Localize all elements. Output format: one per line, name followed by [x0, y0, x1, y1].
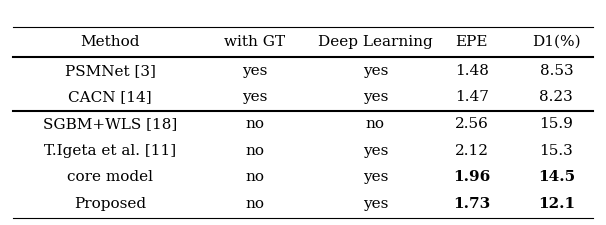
Text: D1(%): D1(%) [532, 34, 581, 48]
Text: 2.56: 2.56 [455, 117, 489, 130]
Text: SGBM+WLS [18]: SGBM+WLS [18] [43, 117, 177, 130]
Text: no: no [245, 170, 264, 184]
Text: Deep Learning: Deep Learning [318, 34, 433, 48]
Text: 1.73: 1.73 [453, 196, 490, 210]
Text: T.Igeta et al. [11]: T.Igeta et al. [11] [44, 143, 176, 157]
Text: no: no [245, 143, 264, 157]
Text: 8.53: 8.53 [539, 63, 573, 77]
Text: with GT: with GT [224, 34, 285, 48]
Text: PSMNet [3]: PSMNet [3] [64, 63, 155, 77]
Text: CACN [14]: CACN [14] [68, 90, 152, 104]
Text: yes: yes [363, 63, 388, 77]
Text: yes: yes [242, 63, 267, 77]
Text: no: no [366, 117, 385, 130]
Text: Proposed: Proposed [74, 196, 146, 210]
Text: no: no [245, 196, 264, 210]
Text: 8.23: 8.23 [539, 90, 573, 104]
Text: yes: yes [363, 196, 388, 210]
Text: 15.3: 15.3 [539, 143, 573, 157]
Text: 1.47: 1.47 [455, 90, 489, 104]
Text: Method: Method [80, 34, 140, 48]
Text: core model: core model [67, 170, 153, 184]
Text: no: no [245, 117, 264, 130]
Text: 2.12: 2.12 [455, 143, 489, 157]
Text: yes: yes [363, 143, 388, 157]
Text: yes: yes [363, 90, 388, 104]
Text: yes: yes [363, 170, 388, 184]
Text: 14.5: 14.5 [538, 170, 575, 184]
Text: yes: yes [242, 90, 267, 104]
Text: 15.9: 15.9 [539, 117, 573, 130]
Text: 1.48: 1.48 [455, 63, 489, 77]
Text: 1.96: 1.96 [453, 170, 490, 184]
Text: EPE: EPE [456, 34, 488, 48]
Text: 12.1: 12.1 [538, 196, 575, 210]
